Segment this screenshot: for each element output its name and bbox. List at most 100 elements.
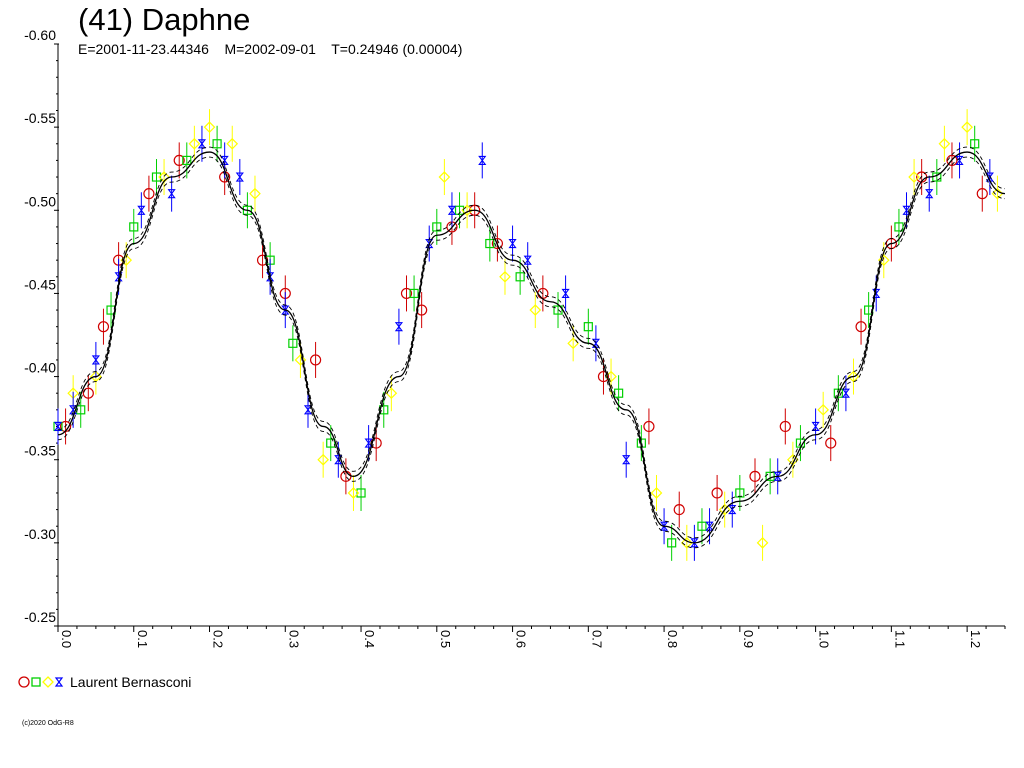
marker-hourglass (478, 155, 487, 165)
marker-diamond (203, 121, 216, 133)
data-point-yellow (938, 125, 951, 162)
data-point-red (643, 408, 655, 445)
marker-hourglass (235, 172, 244, 182)
data-point-blue (137, 192, 146, 229)
data-point-green (553, 292, 563, 329)
data-point-yellow (226, 125, 239, 162)
marker-hourglass (394, 322, 404, 332)
x-tick-label: 1.2 (968, 630, 983, 648)
data-points (53, 109, 1004, 561)
marker-diamond (650, 487, 663, 499)
data-point-blue (811, 408, 820, 445)
y-tick-label: -0.45 (24, 276, 56, 292)
data-point-red (779, 408, 791, 445)
data-point-blue (622, 441, 631, 478)
marker-circle (946, 154, 958, 166)
data-point-red (711, 474, 723, 511)
marker-hourglass (728, 505, 737, 515)
marker-square (288, 338, 298, 348)
marker-circle (673, 504, 685, 516)
data-point-green (583, 308, 593, 345)
marker-diamond (438, 171, 451, 183)
marker-hourglass (872, 288, 881, 298)
data-point-green (326, 425, 336, 462)
x-tick-label: 1.0 (817, 630, 832, 648)
data-point-green (409, 275, 419, 312)
marker-hourglass (690, 538, 699, 548)
data-point-red (825, 425, 837, 462)
fit-curve-upper-bound (57, 146, 1006, 539)
marker-square (212, 139, 222, 149)
x-tick-label: 0.9 (741, 630, 756, 648)
marker-diamond (680, 537, 693, 549)
marker-circle (491, 237, 504, 250)
data-point-blue (508, 225, 517, 262)
x-tick-label: 0.8 (665, 630, 680, 648)
lightcurve-chart: -0.60 -0.55 -0.50 -0.45 -0.40 -0.35 -0.30 -0.25… (24, 27, 1006, 648)
x-axis-ticks: 0.0 0.1 0.2 0.3 0.4 0.5 0.6 0.7 0.8 0.9 1.0 1.1 1.2 (57, 626, 1006, 648)
marker-diamond (961, 121, 973, 133)
data-point-yellow (499, 258, 511, 295)
marker-diamond (908, 171, 920, 183)
legend-markers-icon (18, 676, 64, 688)
marker-square (697, 521, 707, 531)
data-point-yellow (817, 391, 830, 428)
data-point-green (697, 508, 707, 545)
marker-hourglass (591, 338, 600, 348)
data-point-yellow (908, 159, 920, 196)
x-tick-label: 0.3 (286, 630, 301, 648)
y-tick-label: -0.25 (24, 609, 56, 625)
marker-square (485, 238, 495, 249)
data-point-blue (705, 508, 714, 545)
marker-hourglass (523, 255, 532, 265)
data-point-green (76, 391, 86, 428)
data-point-yellow (317, 441, 330, 478)
marker-hourglass (902, 205, 911, 215)
marker-circle (143, 188, 155, 200)
marker-square (454, 205, 465, 215)
marker-hourglass (447, 205, 457, 215)
marker-diamond (294, 354, 307, 366)
data-point-blue (394, 308, 404, 345)
marker-diamond (756, 537, 769, 549)
marker-circle (597, 370, 610, 383)
fit-curve (57, 146, 1006, 549)
data-point-red (97, 308, 110, 345)
data-point-red (749, 458, 761, 495)
marker-square (356, 488, 366, 498)
marker-circle (855, 321, 867, 333)
data-point-green (432, 208, 442, 245)
data-point-green (515, 258, 525, 295)
marker-hourglass (303, 405, 313, 415)
marker-square (667, 538, 677, 548)
data-point-red (143, 175, 155, 212)
marker-circle (976, 188, 988, 200)
marker-diamond (347, 487, 360, 499)
data-point-yellow (529, 292, 542, 329)
data-point-yellow (188, 125, 201, 162)
x-tick-label: 0.2 (211, 630, 226, 648)
marker-square (970, 139, 980, 149)
data-point-green (735, 474, 745, 511)
marker-circle (711, 487, 723, 499)
marker-hourglass (773, 471, 782, 481)
x-tick-label: 0.7 (589, 630, 604, 648)
page-title: (41) Daphne (78, 2, 251, 37)
marker-hourglass (364, 438, 373, 448)
data-point-red (173, 142, 185, 179)
marker-hourglass (69, 405, 78, 415)
marker-diamond (991, 187, 1004, 200)
data-point-yellow (961, 109, 973, 146)
y-tick-label: -0.35 (24, 443, 56, 459)
x-tick-label: 0.6 (514, 630, 529, 648)
marker-hourglass (705, 521, 714, 531)
data-point-red (855, 308, 867, 345)
marker-diamond (529, 304, 542, 316)
data-point-red (309, 341, 322, 378)
marker-hourglass (561, 288, 570, 298)
marker-hourglass (91, 355, 100, 365)
y-tick-label: -0.50 (24, 193, 56, 209)
data-point-yellow (680, 524, 693, 561)
fit-curve-lower-bound (57, 156, 1006, 549)
data-point-red (400, 275, 413, 312)
